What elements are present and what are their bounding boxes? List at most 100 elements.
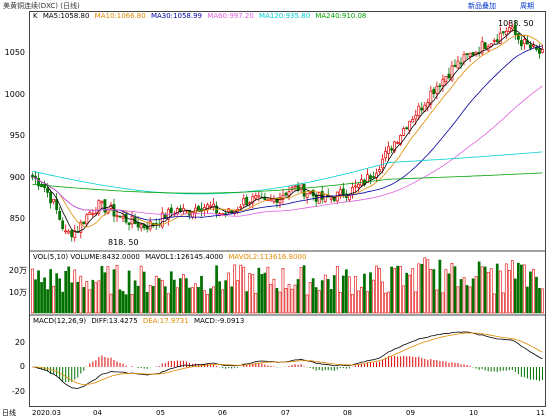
volume-bar: [348, 276, 351, 314]
candle-body: [510, 26, 514, 30]
candle-body: [293, 185, 297, 188]
volume-bar: [139, 265, 143, 314]
y-tick-1000: 1000: [5, 90, 25, 99]
volume-bar: [188, 287, 191, 314]
x-label-11: 11: [536, 409, 545, 417]
ma5-label: MA5:1058.80: [42, 12, 90, 20]
volume-bar: [197, 286, 200, 314]
macd-lines: [32, 331, 543, 389]
x-label-04: 04: [93, 409, 102, 417]
moving-average-lines: [32, 29, 543, 233]
candle-body: [447, 73, 451, 79]
volume-bar: [206, 294, 209, 314]
volume-bar: [257, 267, 261, 314]
candle-body: [426, 102, 430, 108]
volume-bar: [112, 269, 116, 314]
volume-bar: [532, 268, 535, 314]
volume-bar: [360, 286, 363, 314]
volume-bar: [351, 293, 354, 314]
volume-bar: [97, 280, 101, 314]
volume-bar: [236, 280, 240, 314]
mavol2-label: MAVOL2:113616.8000: [228, 253, 307, 261]
volume-bar: [218, 281, 221, 314]
candle-body: [320, 191, 324, 200]
volume-bar: [366, 291, 369, 314]
volume-bar: [338, 292, 342, 314]
volume-bar: [64, 271, 68, 314]
volume-bar: [221, 289, 224, 314]
price-tag: K: [33, 12, 38, 20]
volume-bar: [118, 289, 122, 314]
candle-body: [209, 205, 212, 208]
volume-bar: [148, 285, 152, 314]
volume-bar: [248, 273, 252, 314]
volume-bar: [251, 274, 255, 314]
volume-bar: [320, 280, 324, 314]
volume-bar: [191, 287, 194, 314]
candle-body: [91, 213, 95, 216]
overlay-product-button[interactable]: 新品叠加: [468, 2, 496, 10]
x-label-07: 07: [281, 409, 290, 417]
candle-body: [305, 193, 309, 198]
volume-bar: [227, 272, 231, 314]
volume-bar: [115, 265, 119, 314]
x-label-10: 10: [469, 409, 478, 417]
candle-body: [284, 192, 288, 196]
volume-bar: [420, 263, 424, 314]
volume-bar: [67, 266, 71, 314]
ma10-label: MA10:1066.80: [94, 12, 146, 20]
candle-body: [372, 176, 375, 178]
candle-body: [408, 120, 412, 131]
price-legend: K MA5:1058.80 MA10:1066.80 MA30:1058.99 …: [33, 12, 369, 20]
macd-value-label: MACD:-9.0913: [193, 317, 245, 325]
candle-body: [405, 127, 409, 130]
candle-body: [513, 24, 517, 35]
volume-bar: [504, 263, 508, 314]
candle-body: [450, 65, 454, 81]
candle-body: [387, 146, 390, 154]
volume-bar: [124, 294, 128, 314]
volume-bar: [151, 285, 155, 314]
volume-bar: [299, 267, 303, 314]
candle-body: [31, 174, 34, 178]
volume-bar: [209, 288, 212, 314]
candle-body: [541, 48, 544, 53]
volume-bar: [411, 268, 415, 314]
volume-bar: [375, 265, 378, 314]
volume-bar: [498, 270, 502, 314]
volume-bar: [372, 279, 375, 314]
candle-body: [115, 215, 119, 217]
ma10-line: [32, 34, 543, 228]
candle-body: [453, 64, 457, 67]
volume-bar: [483, 266, 487, 314]
ma240-line: [32, 172, 543, 194]
candle-body: [148, 220, 152, 230]
candle-body: [278, 196, 282, 204]
candle-body: [429, 90, 433, 105]
volume-bar: [429, 269, 433, 314]
candle-body: [37, 177, 40, 187]
volume-bar: [354, 276, 357, 314]
candle-body: [227, 208, 231, 212]
volume-bar: [233, 264, 237, 314]
volume-bar: [230, 286, 234, 314]
volume-bar: [130, 294, 134, 314]
volume-bar: [212, 286, 215, 314]
volume-bar: [308, 282, 312, 314]
candle-body: [169, 207, 173, 214]
volume-bar: [384, 292, 387, 314]
volume-bar: [477, 261, 481, 314]
mavol1-label: MAVOL1:126145.4000: [145, 253, 224, 261]
volume-bar: [182, 274, 185, 314]
y-tick-950: 950: [10, 131, 25, 140]
period-button[interactable]: 周期: [520, 2, 534, 10]
candle-body: [70, 230, 74, 238]
volume-bar: [278, 291, 282, 314]
candle-body: [281, 194, 285, 200]
candle-body: [275, 197, 279, 203]
candle-body: [411, 119, 415, 123]
x-label-06: 06: [218, 409, 227, 417]
candle-body: [522, 38, 526, 44]
candle-body: [381, 158, 384, 169]
